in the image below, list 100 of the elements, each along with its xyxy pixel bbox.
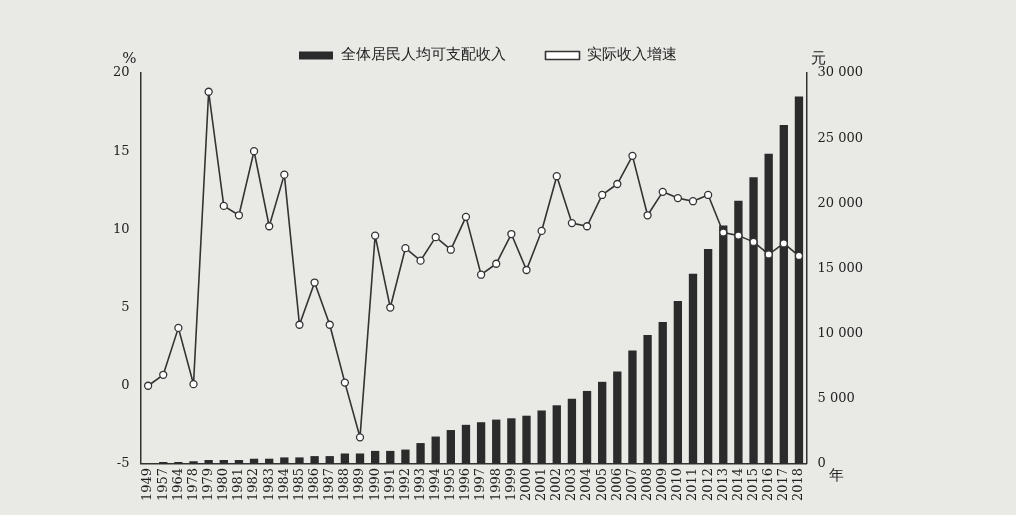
x-tick-label: 1992 (396, 467, 412, 502)
x-tick-label: 1987 (321, 467, 337, 502)
x-tick-label: 1985 (290, 467, 306, 502)
y2-tick-label: 0 (817, 455, 826, 471)
x-tick-label: 2018 (790, 467, 806, 502)
point (310, 278, 319, 287)
point (446, 245, 455, 254)
point (204, 87, 213, 96)
point (507, 229, 516, 239)
point (764, 250, 773, 259)
x-tick-label: 2008 (638, 467, 654, 502)
point (249, 147, 259, 156)
x-tick-label: 1988 (336, 467, 352, 502)
point (174, 323, 183, 333)
point (628, 151, 637, 161)
x-tick-label: 2011 (684, 467, 700, 502)
x-tick-label: 1996 (457, 467, 473, 502)
x-tick-label: 1949 (139, 467, 155, 502)
point (143, 381, 153, 390)
y2-tick-label: 10 000 (817, 324, 864, 340)
legend-label: 实际收入增速 (587, 45, 677, 64)
point (355, 433, 365, 442)
y-tick-label: 15 (113, 142, 130, 158)
y2-tick-label: 15 000 (817, 259, 864, 275)
point (461, 212, 471, 222)
point (537, 226, 546, 236)
x-tick-label: 1984 (275, 467, 291, 502)
x-tick-label: 2002 (548, 467, 564, 502)
y-tick-label: 10 (113, 220, 130, 236)
point (749, 237, 758, 247)
point (416, 256, 425, 265)
x-tick-label: 1998 (487, 467, 503, 502)
point (325, 320, 334, 329)
x-tick-label: 2010 (669, 467, 685, 502)
x-tick-label: 1986 (305, 467, 321, 502)
point (431, 233, 440, 242)
x-tick-label: 1997 (472, 467, 488, 502)
point (234, 211, 244, 220)
point (340, 378, 350, 387)
x-axis-title: 年 (828, 465, 844, 484)
point (734, 231, 743, 240)
x-tick-label: 1993 (411, 467, 427, 502)
point (582, 222, 592, 231)
x-tick-label: 2006 (608, 467, 624, 502)
point (673, 193, 683, 203)
y-tick-label: 20 (113, 64, 130, 80)
point (688, 197, 698, 206)
legend-label: 全体居民人均可支配收入 (340, 45, 506, 64)
point (598, 190, 607, 200)
y2-tick-label: 25 000 (817, 129, 864, 145)
x-tick-label: 2016 (760, 467, 776, 502)
point (719, 228, 728, 237)
x-tick-label: 2015 (744, 467, 760, 502)
x-tick-label: 1990 (366, 467, 382, 502)
point (643, 211, 652, 220)
x-tick-label: 2003 (563, 467, 579, 502)
x-tick-label: 2009 (654, 467, 670, 502)
x-tick-label: 1994 (427, 467, 443, 502)
y-tick-label: 5 (121, 298, 130, 314)
point (703, 190, 713, 200)
point (658, 187, 667, 196)
point (552, 172, 561, 181)
x-tick-label: 1979 (200, 467, 216, 502)
x-tick-label: 2012 (699, 467, 715, 502)
x-tick-label: 2014 (729, 467, 745, 502)
point (613, 179, 622, 189)
point (492, 259, 501, 268)
x-tick-label: 1978 (184, 467, 200, 502)
x-tick-label: 1982 (245, 467, 261, 502)
point (219, 201, 228, 211)
point (159, 370, 168, 379)
point (794, 251, 804, 261)
y2-tick-label: 20 000 (817, 194, 864, 210)
point (189, 380, 198, 389)
point (567, 218, 577, 228)
x-tick-label: 2005 (593, 467, 609, 502)
point (779, 239, 788, 248)
x-tick-label: 1957 (154, 467, 170, 502)
y-tick-label: 0 (121, 377, 130, 393)
x-tick-label: 1991 (381, 467, 397, 502)
y-tick-label: -5 (116, 455, 130, 471)
x-tick-label: 2001 (533, 467, 549, 502)
point (401, 243, 410, 253)
point (280, 170, 289, 179)
x-tick-label: 2013 (714, 467, 730, 502)
x-tick-label: 2000 (517, 467, 533, 502)
point (295, 320, 304, 329)
x-tick-label: 1964 (169, 467, 185, 502)
point (522, 265, 531, 275)
x-tick-label: 1999 (502, 467, 518, 502)
x-tick-label: 2007 (623, 467, 639, 502)
point (386, 303, 395, 312)
point (476, 270, 486, 279)
point (371, 231, 380, 240)
x-tick-label: 2017 (775, 467, 791, 502)
x-tick-label: 1980 (215, 467, 231, 502)
x-tick-label: 1989 (351, 467, 367, 502)
x-tick-label: 2004 (578, 467, 594, 502)
x-tick-label: 1995 (442, 467, 458, 502)
x-tick-label: 1983 (260, 467, 276, 502)
